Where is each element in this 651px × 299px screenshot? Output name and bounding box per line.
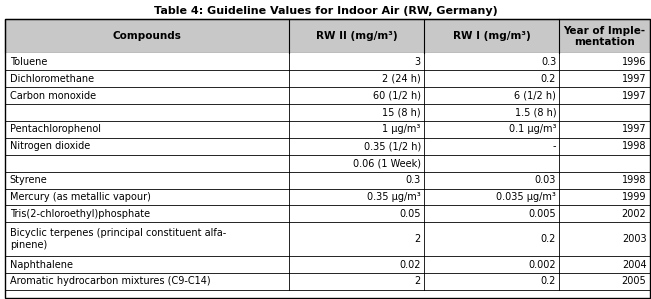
Bar [5, 121, 650, 138]
Bar [5, 155, 650, 172]
Text: Aromatic hydrocarbon mixtures (C9-C14): Aromatic hydrocarbon mixtures (C9-C14) [10, 277, 210, 286]
Text: Dichloromethane: Dichloromethane [10, 74, 94, 84]
Bar [5, 188, 650, 205]
Text: 0.1 μg/m³: 0.1 μg/m³ [508, 124, 556, 134]
Text: 2 (24 h): 2 (24 h) [382, 74, 421, 84]
Text: Tris(2-chloroethyl)phosphate: Tris(2-chloroethyl)phosphate [10, 209, 150, 219]
Text: 0.2: 0.2 [541, 74, 556, 84]
Text: Pentachlorophenol: Pentachlorophenol [10, 124, 101, 134]
Text: 0.005: 0.005 [529, 209, 556, 219]
Text: 60 (1/2 h): 60 (1/2 h) [373, 91, 421, 100]
Text: 0.35 μg/m³: 0.35 μg/m³ [367, 192, 421, 202]
Text: 0.2: 0.2 [541, 277, 556, 286]
Text: RW II (mg/m³): RW II (mg/m³) [316, 31, 397, 41]
Bar [5, 19, 650, 53]
Text: RW I (mg/m³): RW I (mg/m³) [453, 31, 531, 41]
Text: 1998: 1998 [622, 175, 646, 185]
Text: 1997: 1997 [622, 74, 646, 84]
Text: 0.2: 0.2 [541, 234, 556, 244]
Bar [5, 104, 650, 121]
Text: 0.02: 0.02 [399, 260, 421, 270]
Text: 0.03: 0.03 [535, 175, 556, 185]
Text: Bicyclic terpenes (principal constituent alfa-
pinene): Bicyclic terpenes (principal constituent… [10, 228, 226, 250]
Text: Mercury (as metallic vapour): Mercury (as metallic vapour) [10, 192, 150, 202]
Text: 1.5 (8 h): 1.5 (8 h) [514, 107, 556, 118]
Text: 0.3: 0.3 [406, 175, 421, 185]
Bar [5, 205, 650, 222]
Text: 2002: 2002 [622, 209, 646, 219]
Text: 1996: 1996 [622, 57, 646, 67]
Text: 1997: 1997 [622, 124, 646, 134]
Text: Compounds: Compounds [113, 31, 182, 41]
Text: Toluene: Toluene [10, 57, 47, 67]
Text: Table 4: Guideline Values for Indoor Air (RW, Germany): Table 4: Guideline Values for Indoor Air… [154, 6, 497, 16]
Text: 0.35 (1/2 h): 0.35 (1/2 h) [364, 141, 421, 151]
Bar [5, 172, 650, 188]
Text: 0.035 μg/m³: 0.035 μg/m³ [496, 192, 556, 202]
Text: Styrene: Styrene [10, 175, 48, 185]
Text: Naphthalene: Naphthalene [10, 260, 73, 270]
Text: 1 μg/m³: 1 μg/m³ [383, 124, 421, 134]
Text: 2: 2 [415, 277, 421, 286]
Text: 6 (1/2 h): 6 (1/2 h) [514, 91, 556, 100]
Text: 0.3: 0.3 [541, 57, 556, 67]
Bar [5, 70, 650, 87]
Bar [5, 53, 650, 70]
Text: 15 (8 h): 15 (8 h) [382, 107, 421, 118]
Text: Carbon monoxide: Carbon monoxide [10, 91, 96, 100]
Text: 3: 3 [415, 57, 421, 67]
Text: -: - [553, 141, 556, 151]
Text: 2003: 2003 [622, 234, 646, 244]
Text: 2004: 2004 [622, 260, 646, 270]
Text: 1999: 1999 [622, 192, 646, 202]
Bar [5, 87, 650, 104]
Text: Nitrogen dioxide: Nitrogen dioxide [10, 141, 90, 151]
Text: 1997: 1997 [622, 91, 646, 100]
Text: 2005: 2005 [622, 277, 646, 286]
Text: 2: 2 [415, 234, 421, 244]
Text: 0.002: 0.002 [529, 260, 556, 270]
Text: Year of Imple-
mentation: Year of Imple- mentation [564, 25, 646, 47]
Text: 0.06 (1 Week): 0.06 (1 Week) [353, 158, 421, 168]
Bar [5, 273, 650, 290]
Bar [5, 138, 650, 155]
Bar [5, 256, 650, 273]
Text: 1998: 1998 [622, 141, 646, 151]
Text: 0.05: 0.05 [399, 209, 421, 219]
Bar [5, 222, 650, 256]
